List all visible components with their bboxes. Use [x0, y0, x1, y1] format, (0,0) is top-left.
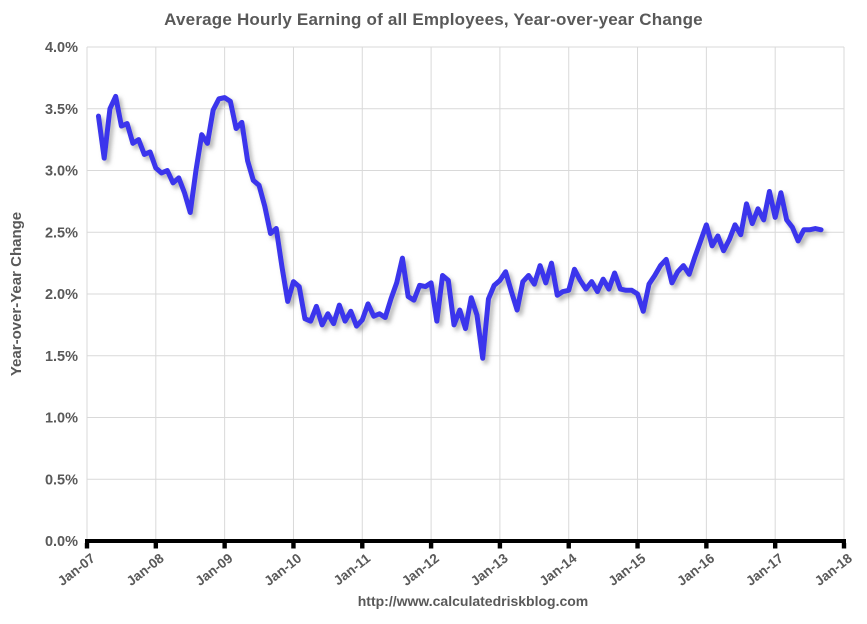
x-tick-label: Jan-07	[55, 551, 98, 589]
y-tick-label: 3.0%	[45, 164, 78, 180]
chart-footer-url: http://www.calculatedriskblog.com	[357, 593, 589, 609]
x-tick-label: Jan-17	[743, 551, 786, 589]
x-axis-tick	[704, 543, 709, 549]
data-line-ahe-yoy	[95, 93, 824, 361]
x-axis-tick	[635, 543, 640, 549]
x-tick-label: Jan-18	[812, 550, 855, 588]
x-axis-tick	[772, 543, 778, 549]
x-tick-label: Jan-12	[399, 551, 442, 589]
y-tick-label: 4.0%	[45, 40, 78, 56]
y-tick-label: 2.5%	[45, 225, 78, 241]
chart-title: Average Hourly Earning of all Employees,…	[164, 10, 703, 29]
y-tick-label: 0.0%	[45, 534, 78, 550]
x-axis-tick	[428, 543, 434, 549]
y-tick-label: 1.5%	[45, 349, 78, 365]
x-tick-label: Jan-15	[605, 550, 648, 588]
x-axis-tick	[291, 543, 296, 549]
y-tick-label: 0.5%	[45, 472, 78, 488]
x-tick-label: Jan-16	[674, 550, 717, 588]
x-axis-tick	[153, 543, 159, 549]
x-axis-tick	[566, 543, 571, 549]
x-tick-label: Jan-08	[124, 550, 167, 588]
y-tick-label: 2.0%	[45, 287, 78, 303]
x-axis-tick	[360, 543, 365, 549]
x-tick-label: Jan-11	[331, 550, 374, 588]
y-tick-label: 1.0%	[45, 411, 78, 427]
x-tick-label: Jan-13	[468, 550, 511, 588]
x-tick-label: Jan-09	[193, 551, 236, 589]
x-tick-label: Jan-14	[537, 550, 580, 588]
y-axis-title: Year-over-Year Change	[8, 212, 25, 376]
y-tick-label: 3.5%	[45, 102, 78, 118]
x-axis-tick	[841, 543, 847, 549]
x-tick-label: Jan-10	[261, 551, 304, 589]
x-axis-tick	[84, 543, 90, 549]
x-axis-tick	[222, 543, 227, 549]
x-axis-tick	[497, 543, 503, 549]
